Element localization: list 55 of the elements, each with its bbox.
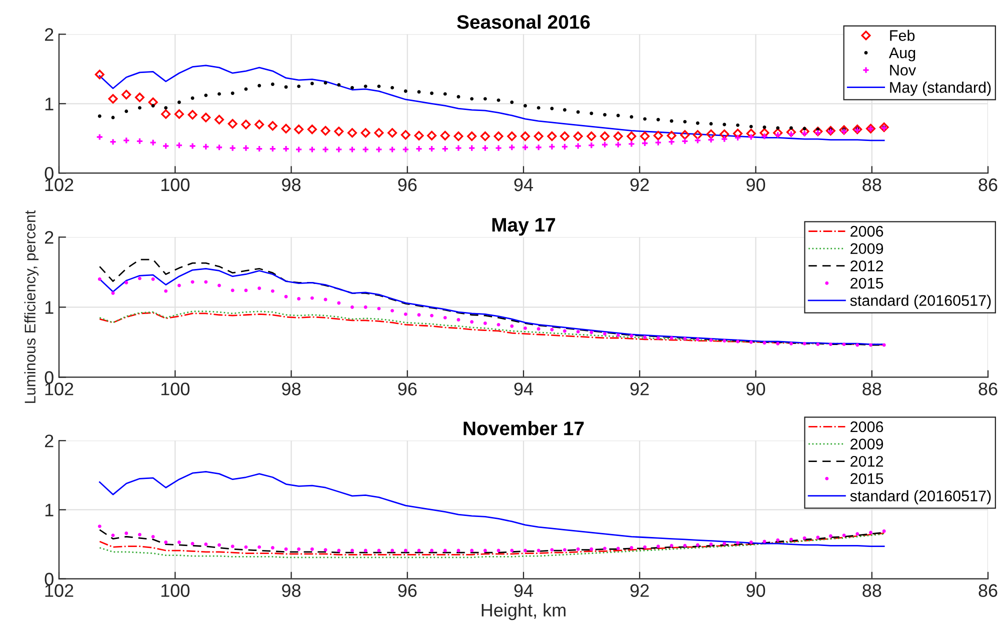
x-tick-label: 96 xyxy=(398,382,417,396)
x-tick-label: 96 xyxy=(398,178,417,192)
y-tick-label: 2 xyxy=(45,434,54,448)
x-tick-label: 100 xyxy=(161,584,190,597)
x-tick-label: 86 xyxy=(978,584,998,597)
legend-label: 2009 xyxy=(850,243,884,254)
x-tick-label: 88 xyxy=(862,382,882,396)
y-tick-label: 0 xyxy=(44,572,54,586)
x-tick-label: 98 xyxy=(282,178,301,192)
x-tick-label: 102 xyxy=(45,178,74,192)
y-axis-title: Luminous Efficiency, percent xyxy=(24,210,39,403)
x-tick-label: 94 xyxy=(514,584,534,597)
legend-label: Feb xyxy=(890,30,915,41)
y-tick-label: 0 xyxy=(44,371,54,384)
x-tick-label: 94 xyxy=(514,382,534,396)
x-tick-label: 90 xyxy=(746,178,766,192)
legend-label: Aug xyxy=(888,48,916,62)
x-tick-label: 102 xyxy=(45,584,74,597)
x-tick-label: 92 xyxy=(630,382,649,396)
x-tick-label: 88 xyxy=(862,584,882,597)
chart-title: May 17 xyxy=(492,218,556,236)
chart-title: Seasonal 2016 xyxy=(457,14,590,29)
x-tick-label: 100 xyxy=(161,178,190,192)
x-tick-label: 86 xyxy=(978,178,998,192)
x-tick-label: 90 xyxy=(746,584,766,597)
legend-label: standard (20160517) xyxy=(850,490,991,504)
legend-label: 2006 xyxy=(850,226,884,237)
legend-label: 2015 xyxy=(850,473,884,484)
chart-title: November 17 xyxy=(464,420,584,436)
y-tick-label: 2 xyxy=(45,231,54,244)
y-tick-label: 1 xyxy=(45,504,54,516)
x-tick-label: 98 xyxy=(282,382,301,396)
legend-label: Nov xyxy=(890,64,916,76)
legend-label: 2006 xyxy=(850,421,884,432)
x-tick-label: 102 xyxy=(45,382,74,396)
y-tick-label: 1 xyxy=(45,98,54,110)
legend-label: standard (20160517) xyxy=(850,294,991,309)
x-tick-label: 92 xyxy=(630,584,649,597)
x-axis-title: Height, km xyxy=(482,603,566,620)
legend-label: May (standard) xyxy=(890,82,991,96)
legend-label: 2012 xyxy=(850,260,883,272)
x-tick-label: 92 xyxy=(630,178,649,192)
legend-label: 2015 xyxy=(850,278,884,289)
x-tick-label: 88 xyxy=(862,178,882,192)
legend-label: 2009 xyxy=(850,438,884,450)
x-tick-label: 86 xyxy=(978,382,998,396)
legend-label: 2012 xyxy=(850,456,883,467)
y-tick-label: 0 xyxy=(44,167,54,180)
y-tick-label: 2 xyxy=(45,28,54,41)
y-tick-label: 1 xyxy=(45,301,54,314)
x-tick-label: 96 xyxy=(398,584,417,597)
x-tick-label: 100 xyxy=(161,382,190,396)
x-tick-label: 98 xyxy=(282,584,301,597)
x-tick-label: 94 xyxy=(514,178,534,192)
x-tick-label: 90 xyxy=(746,382,766,396)
